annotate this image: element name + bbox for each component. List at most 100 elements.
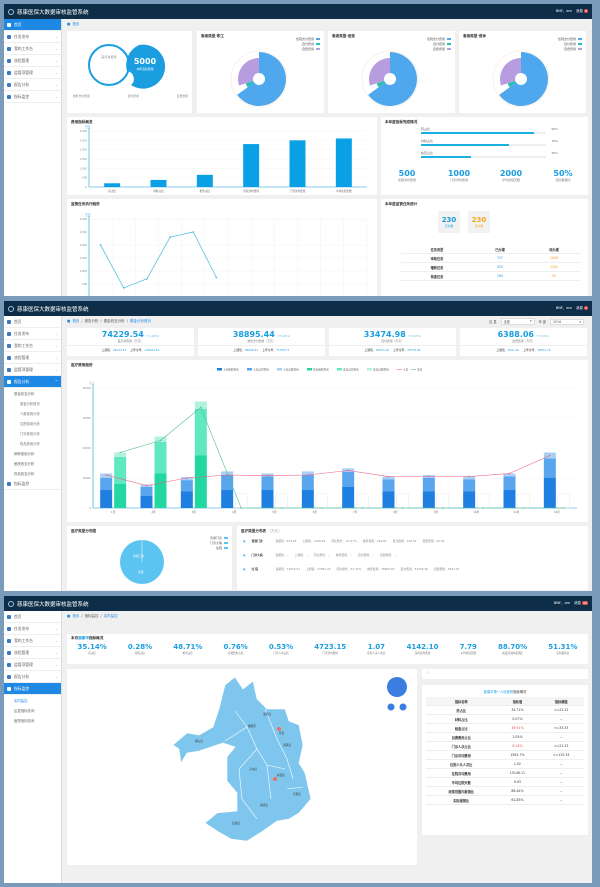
- breadcrumb-item[interactable]: 首页: [72, 318, 80, 323]
- bar-this-year[interactable]: [114, 452, 127, 458]
- legend-item[interactable]: 上年统筹费用: [217, 368, 239, 372]
- bar-last-year[interactable]: [301, 475, 314, 490]
- bar-this-year[interactable]: [154, 442, 167, 474]
- hospital-search[interactable]: ☐: [422, 669, 588, 679]
- sidebar-item[interactable]: 报告分析 ⌄: [4, 79, 61, 91]
- line-point[interactable]: [442, 507, 444, 509]
- bar-this-year[interactable]: [194, 409, 207, 456]
- legend-item[interactable]: 上年自费费用: [277, 368, 299, 372]
- sidebar-item[interactable]: 任务发布 ⌄: [4, 328, 61, 340]
- bar-last-year[interactable]: [221, 475, 234, 490]
- todo-value[interactable]: 1648: [527, 253, 581, 263]
- done-value[interactable]: 757: [473, 253, 527, 263]
- sidebar-item[interactable]: 任务发布 ⌄: [4, 31, 61, 43]
- submenu-group[interactable]: 病种费用分析: [14, 451, 35, 456]
- map-region-label[interactable]: 米脂县: [263, 712, 271, 716]
- sidebar-item[interactable]: 指标监控 ⌄: [4, 91, 61, 103]
- line-point[interactable]: [122, 287, 125, 289]
- map-region-label[interactable]: 清涧县: [283, 743, 291, 747]
- donut-slice[interactable]: [369, 58, 390, 86]
- bar[interactable]: [196, 174, 213, 187]
- legend-item[interactable]: 住院: [210, 546, 228, 551]
- zoom-in-button[interactable]: [387, 703, 395, 711]
- sidebar-item[interactable]: 报告分析 ⌄: [4, 671, 61, 683]
- bar-last-year[interactable]: [180, 491, 193, 509]
- line-point[interactable]: [387, 475, 390, 478]
- map-region-label[interactable]: 定边县: [232, 821, 240, 825]
- bar-last-year[interactable]: [221, 490, 234, 508]
- sidebar-item[interactable]: 我的工作台 ⌄: [4, 340, 61, 352]
- donut-slice[interactable]: [237, 52, 286, 106]
- line-point[interactable]: [468, 475, 470, 478]
- bar-this-year[interactable]: [114, 484, 127, 508]
- line-point[interactable]: [146, 277, 148, 280]
- messages-link[interactable]: 消息 9: [575, 9, 588, 13]
- user-menu[interactable]: BNF，am: [553, 601, 571, 605]
- bar-last-year[interactable]: [140, 496, 153, 508]
- map-region-label[interactable]: 榆阳区: [248, 724, 256, 728]
- bar-last-year[interactable]: [543, 478, 556, 508]
- legend-item[interactable]: 自费费用: [427, 47, 451, 52]
- sidebar-item[interactable]: 首页: [4, 316, 61, 328]
- legend-item[interactable]: 门诊大病: [210, 541, 228, 546]
- submenu-item[interactable]: 基金分析首页: [20, 401, 40, 406]
- messages-link[interactable]: 消息 9: [575, 306, 588, 310]
- breadcrumb-item[interactable]: 基金收支分析: [103, 318, 125, 323]
- line-point[interactable]: [186, 477, 188, 479]
- city-link[interactable]: 慈康市: [78, 636, 89, 640]
- donut-slice[interactable]: [507, 80, 517, 88]
- user-menu[interactable]: BNF，am: [555, 9, 572, 13]
- line-point[interactable]: [522, 507, 525, 509]
- bar-last-year[interactable]: [422, 478, 435, 492]
- legend-item[interactable]: 普通门诊: [210, 536, 228, 541]
- todo-value[interactable]: 1282: [527, 262, 581, 272]
- sidebar-item-active[interactable]: 报告分析 ⌃: [4, 376, 61, 388]
- done-value[interactable]: 453: [473, 262, 527, 272]
- sidebar-item[interactable]: 我的工作台 ⌄: [4, 635, 61, 647]
- legend-item[interactable]: 本年统筹费用: [307, 368, 329, 372]
- sidebar-item[interactable]: 监管项管理 ⌄: [4, 659, 61, 671]
- legend-item[interactable]: 住院支付费用: [296, 37, 320, 42]
- bar-last-year[interactable]: [301, 471, 314, 475]
- bar-last-year[interactable]: [100, 473, 113, 479]
- bar-last-year[interactable]: [463, 479, 476, 492]
- sidebar-item[interactable]: 监管项管理 ⌄: [4, 67, 61, 79]
- line-series[interactable]: [100, 231, 217, 289]
- legend-item[interactable]: 自付费用: [427, 42, 451, 47]
- legend-item[interactable]: 上年自付费用: [247, 368, 269, 372]
- bar[interactable]: [243, 144, 260, 187]
- bar-last-year[interactable]: [180, 480, 193, 492]
- bar-last-year[interactable]: [503, 476, 516, 491]
- breadcrumb-item[interactable]: 首页: [72, 613, 80, 618]
- line-point[interactable]: [119, 451, 121, 454]
- submenu-item[interactable]: 门诊费用分析: [20, 431, 40, 436]
- donut-slice[interactable]: [368, 52, 417, 106]
- map-pan-control[interactable]: [387, 677, 407, 697]
- bar[interactable]: [150, 179, 167, 187]
- breadcrumb-item[interactable]: 实时监控: [103, 613, 118, 618]
- user-menu[interactable]: BNF，am: [555, 306, 572, 310]
- donut-slice[interactable]: [499, 52, 548, 106]
- map-region-label[interactable]: 绥德县: [277, 773, 285, 777]
- bar-last-year[interactable]: [382, 479, 395, 492]
- line-this-year[interactable]: [120, 407, 564, 509]
- line-point[interactable]: [361, 507, 363, 509]
- legend-item[interactable]: 本年自费费用: [367, 368, 389, 372]
- bar-last-year[interactable]: [503, 473, 516, 477]
- sidebar-item[interactable]: 流程管理 ⌄: [4, 647, 61, 659]
- bar-last-year[interactable]: [463, 476, 476, 480]
- legend-item[interactable]: 本年: [411, 368, 423, 372]
- line-point[interactable]: [549, 454, 551, 457]
- line-point[interactable]: [240, 507, 242, 509]
- sidebar-item-active[interactable]: 指标监控: [4, 683, 61, 695]
- map-region-label[interactable]: 吴堡县: [293, 792, 301, 796]
- donut-slice[interactable]: [238, 58, 259, 86]
- donut-slice[interactable]: [500, 58, 521, 86]
- line-point[interactable]: [563, 507, 565, 509]
- line-point[interactable]: [159, 439, 162, 442]
- sidebar-item[interactable]: 监管项管理 ⌄: [4, 364, 61, 376]
- legend-item[interactable]: 自付费用: [296, 42, 320, 47]
- sidebar-item[interactable]: 首页: [4, 611, 61, 623]
- bar-last-year[interactable]: [140, 487, 153, 496]
- bar[interactable]: [335, 138, 352, 187]
